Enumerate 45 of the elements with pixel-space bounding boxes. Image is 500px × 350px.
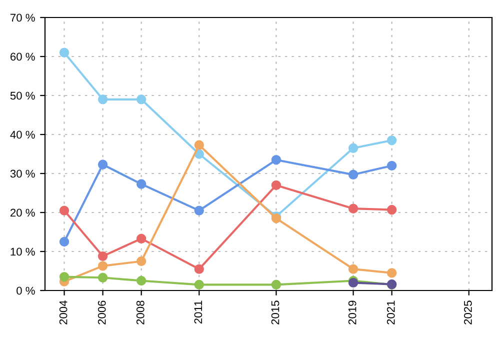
x-tick-label: 2025 [464,300,472,324]
point [386,135,397,146]
point [59,236,70,247]
point [194,140,204,150]
point [271,280,282,290]
point [136,256,146,266]
x-tick-label: 2011 [194,300,202,324]
point [271,154,282,165]
x-tick-label: 2006 [98,300,106,324]
point [136,179,146,189]
point [348,204,358,214]
y-tick-label: 0 % [16,286,35,295]
point [59,206,70,216]
y-tick-label: 10 % [10,248,35,256]
point [98,272,108,282]
point [136,94,146,104]
x-tick-label: 2015 [271,300,280,324]
point [271,180,282,190]
point [194,206,204,216]
point [98,251,108,262]
point [194,264,204,274]
point [136,234,146,244]
x-tick-label: 2019 [348,300,356,324]
point [59,272,70,282]
y-tick-label: 60 % [10,52,35,61]
y-tick-label: 30 % [10,170,35,178]
point [98,261,108,271]
point [386,204,397,215]
point [194,280,204,290]
point [348,143,358,154]
y-tick-label: 70 % [10,14,35,22]
x-tick-label: 2008 [136,300,144,324]
y-tick-label: 40 % [10,130,35,139]
point [386,268,397,278]
x-tick-label: 2004 [59,300,68,324]
point [136,276,146,286]
point [98,94,108,104]
point [59,48,70,58]
point [98,160,108,170]
y-tick-label: 20 % [10,208,35,217]
y-tick-label: 50 % [10,92,35,100]
point [386,160,397,171]
point [348,264,358,274]
x-tick-label: 2021 [386,300,395,324]
point [348,170,358,180]
